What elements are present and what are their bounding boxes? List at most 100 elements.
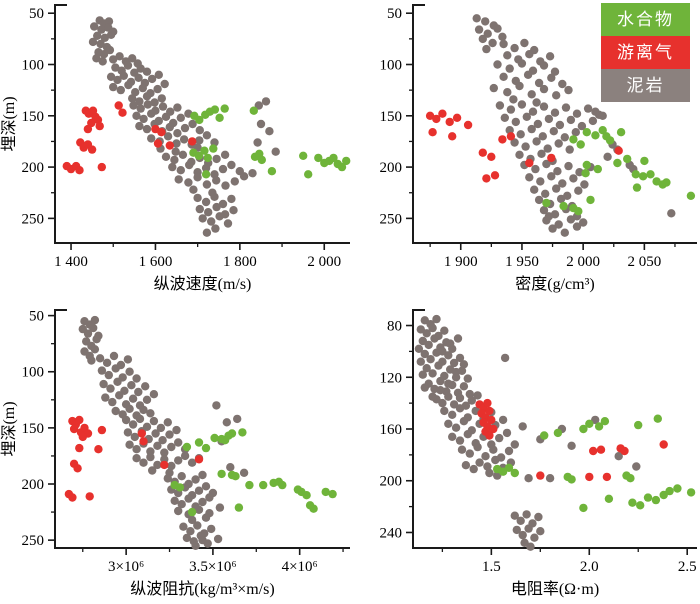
data-point-free_gas (97, 425, 107, 435)
data-point-free_gas (194, 455, 204, 464)
data-point-mudstone (176, 166, 185, 175)
legend-label-hydrate: 水合物 (617, 10, 674, 29)
legend: 水合物 游离气 泥岩 (601, 3, 690, 102)
data-point-free_gas (589, 446, 598, 456)
x-tick-label: 2 050 (627, 254, 661, 270)
data-point-mudstone (572, 222, 582, 231)
data-point-mudstone (170, 155, 179, 165)
data-point-mudstone (516, 516, 525, 525)
data-point-hydrate (175, 483, 185, 492)
data-point-mudstone (583, 104, 593, 113)
data-point-mudstone (99, 379, 108, 389)
x-tick-label: 2 000 (307, 254, 341, 270)
data-point-mudstone (174, 456, 183, 465)
data-point-mudstone (128, 54, 137, 63)
data-point-mudstone (580, 180, 589, 189)
data-point-mudstone (230, 177, 239, 186)
data-point-mudstone (478, 34, 487, 44)
data-point-mudstone (510, 43, 519, 53)
data-point-mudstone (119, 71, 128, 81)
data-point-mudstone (614, 452, 623, 461)
data-point-mudstone (201, 513, 211, 522)
data-point-mudstone (525, 50, 534, 59)
data-point-mudstone (123, 61, 133, 70)
data-point-mudstone (161, 152, 171, 161)
data-point-mudstone (440, 406, 449, 416)
data-point-mudstone (153, 441, 162, 450)
data-point-mudstone (534, 78, 544, 88)
data-point-hydrate (210, 105, 220, 114)
data-point-mudstone (481, 452, 490, 461)
data-point-mudstone (517, 59, 527, 68)
data-point-hydrate (640, 156, 649, 166)
data-point-mudstone (667, 209, 676, 218)
data-point-mudstone (123, 428, 133, 437)
data-point-mudstone (142, 67, 152, 76)
data-point-mudstone (518, 422, 527, 431)
data-point-mudstone (170, 496, 179, 505)
data-point-mudstone (473, 442, 482, 452)
data-point-hydrate (195, 115, 204, 125)
data-point-mudstone (498, 415, 508, 425)
data-point-hydrate (245, 480, 254, 490)
x-axis-title: 纵波速度(m/s) (154, 275, 252, 293)
data-point-free_gas (75, 415, 84, 425)
data-point-mudstone (221, 181, 230, 190)
data-point-mudstone (139, 405, 148, 415)
data-point-mudstone (149, 416, 159, 426)
data-point-mudstone (488, 38, 497, 48)
legend-label-mudstone: 泥岩 (626, 76, 665, 95)
data-point-mudstone (588, 116, 598, 126)
data-point-mudstone (457, 445, 467, 454)
data-point-hydrate (201, 443, 211, 453)
data-point-mudstone (555, 120, 565, 130)
data-point-mudstone (142, 124, 152, 134)
data-point-mudstone (561, 103, 571, 112)
data-point-free_gas (160, 460, 169, 470)
data-point-hydrate (582, 128, 591, 137)
data-point-mudstone (505, 64, 514, 73)
y-tick-label: 100 (380, 58, 403, 74)
data-point-mudstone (88, 37, 98, 47)
data-point-hydrate (328, 489, 337, 499)
data-point-free_gas (428, 128, 437, 137)
data-point-mudstone (511, 117, 520, 127)
data-point-mudstone (193, 173, 202, 182)
data-point-mudstone (444, 392, 453, 401)
data-point-mudstone (451, 423, 461, 432)
data-point-hydrate (257, 155, 266, 165)
data-point-hydrate (182, 442, 192, 452)
scatter-plot-pwave-velocity: 1 400 1 600 1 800 2 000 50 100 150 200 250 纵波速度(m… (0, 4, 351, 293)
data-point-hydrate (217, 469, 226, 479)
data-point-mudstone (180, 123, 190, 133)
data-point-mudstone (147, 134, 156, 143)
data-point-mudstone (426, 355, 435, 364)
data-point-mudstone (499, 72, 508, 82)
data-point-mudstone (239, 468, 249, 477)
data-point-mudstone (530, 185, 539, 194)
data-point-mudstone (533, 119, 543, 129)
x-tick-label: 2.5 (678, 559, 697, 575)
data-point-mudstone (218, 199, 228, 209)
data-point-mudstone (93, 31, 102, 40)
data-point-mudstone (567, 441, 576, 450)
data-point-free_gas (75, 166, 84, 175)
data-point-hydrate (665, 486, 674, 496)
data-point-mudstone (143, 100, 152, 109)
data-point-mudstone (165, 430, 174, 439)
data-point-mudstone (99, 50, 109, 59)
data-point-mudstone (547, 73, 556, 83)
data-point-hydrate (651, 495, 661, 505)
data-point-mudstone (632, 462, 641, 471)
data-point-hydrate (259, 480, 268, 490)
data-point-mudstone (510, 511, 519, 520)
data-point-mudstone (163, 132, 173, 141)
data-point-mudstone (202, 131, 212, 140)
data-point-hydrate (579, 424, 588, 434)
data-point-mudstone (520, 38, 529, 48)
data-point-free_gas (114, 101, 123, 110)
data-point-mudstone (195, 126, 204, 135)
data-point-mudstone (517, 100, 527, 109)
data-point-mudstone (201, 482, 211, 491)
data-point-mudstone (469, 464, 478, 474)
